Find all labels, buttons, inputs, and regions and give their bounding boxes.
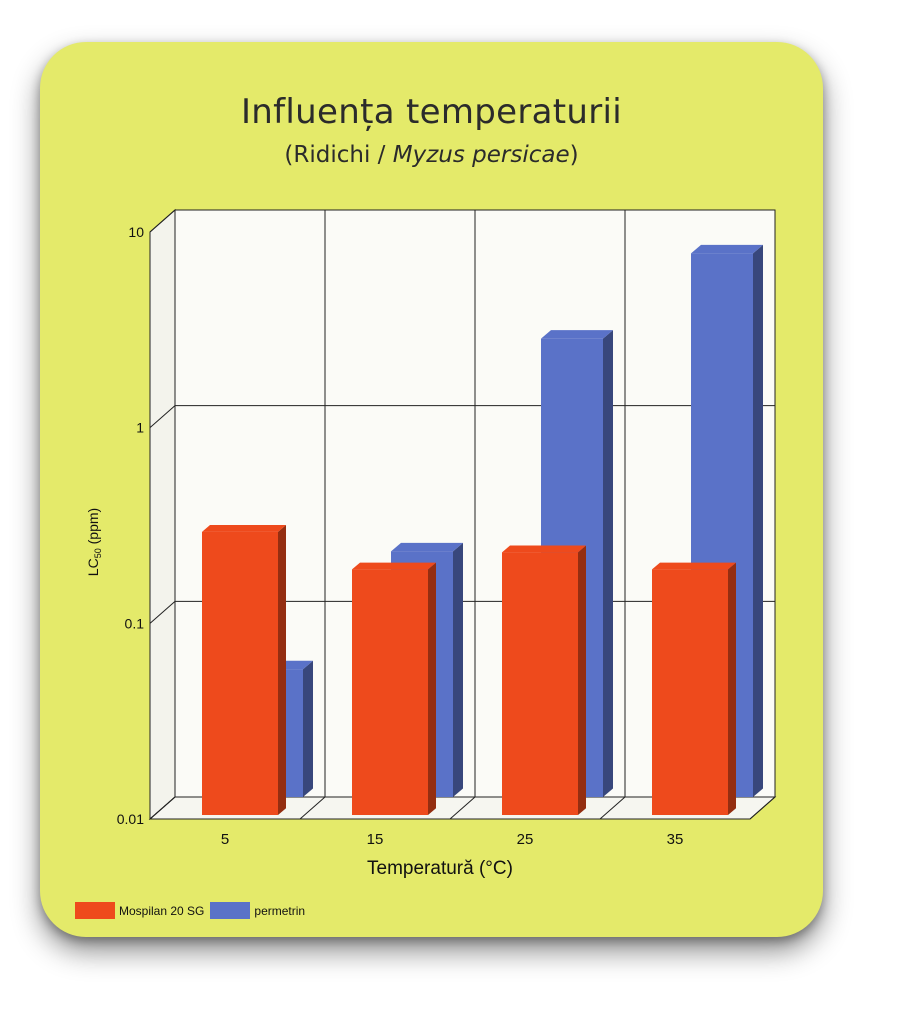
back-wall-frame	[174, 209, 776, 798]
x-tick-label: 35	[667, 831, 684, 848]
y-tick-label: 0.1	[125, 615, 145, 631]
floor-divider	[149, 796, 176, 820]
subtitle-end: )	[569, 142, 579, 168]
bar-mospilan-15-side	[428, 562, 436, 815]
floor-divider	[749, 796, 776, 820]
side-wall	[149, 208, 176, 821]
legend-swatch-mospilan	[75, 902, 115, 919]
legend-label-permetrin: permetrin	[254, 903, 306, 918]
bar-permetrin-5-side	[303, 660, 313, 797]
chart-title: Influența temperaturii	[240, 92, 622, 132]
chart-card: Influența temperaturii (Ridichi / Myzus …	[40, 42, 823, 937]
bar-mospilan-35-top	[652, 562, 736, 570]
bar-mospilan-15	[352, 562, 436, 815]
bar-mospilan-35-front	[652, 569, 728, 815]
bar-mospilan-25-top	[502, 545, 586, 553]
bar-permetrin-15-side	[453, 542, 463, 797]
plot-area: 0.01 0.1 1 10 5 15 25 35	[117, 208, 777, 848]
bar-mospilan-25	[502, 545, 586, 815]
bar-permetrin-35-top	[691, 244, 763, 254]
bar-chart: 0.01 0.1 1 10 5 15 25 35 LC50 (ppm) Temperatură…	[85, 208, 777, 879]
bar-mospilan-35-side	[728, 562, 736, 815]
bar-mospilan-35	[652, 562, 736, 815]
floor-divider	[599, 796, 626, 820]
x-tick-label: 5	[221, 831, 229, 848]
bar-mospilan-5-top	[202, 525, 286, 532]
bar-mospilan-5-front	[202, 531, 278, 815]
legend-swatch-permetrin	[210, 902, 251, 919]
subtitle-italic: Myzus persicae	[392, 142, 570, 168]
bar-mospilan-5	[202, 525, 286, 815]
chart-subtitle: (Ridichi / Myzus persicae)	[40, 142, 823, 168]
gridline-side	[149, 405, 176, 429]
bar-mospilan-25-side	[578, 545, 586, 815]
bar-permetrin-25-top	[541, 330, 613, 339]
floor-divider	[299, 796, 326, 820]
subtitle-plain: (Ridichi /	[284, 142, 393, 168]
y-tick-label: 0.01	[117, 811, 144, 827]
gridline-side	[149, 600, 176, 624]
bar-mospilan-15-top	[352, 562, 436, 570]
y-axis-label: LC50 (ppm)	[85, 508, 103, 576]
bar-mospilan-15-front	[352, 569, 428, 815]
bar-mospilan-5-side	[278, 525, 286, 815]
x-axis-label: Temperatură (°C)	[367, 858, 513, 879]
bar-mospilan-25-front	[502, 552, 578, 815]
x-tick-label: 25	[517, 831, 534, 848]
y-tick-label: 1	[136, 420, 144, 436]
bar-permetrin-15-top	[391, 542, 463, 552]
gridline-side	[149, 209, 176, 233]
legend-label-mospilan: Mospilan 20 SG	[119, 903, 205, 918]
legend: Mospilan 20 SG permetrin	[75, 902, 311, 919]
floor-divider	[449, 796, 476, 820]
x-tick-label: 15	[367, 831, 384, 848]
bar-permetrin-35-side	[753, 244, 763, 798]
y-tick-label: 10	[128, 224, 144, 240]
bar-permetrin-25-side	[603, 330, 613, 797]
